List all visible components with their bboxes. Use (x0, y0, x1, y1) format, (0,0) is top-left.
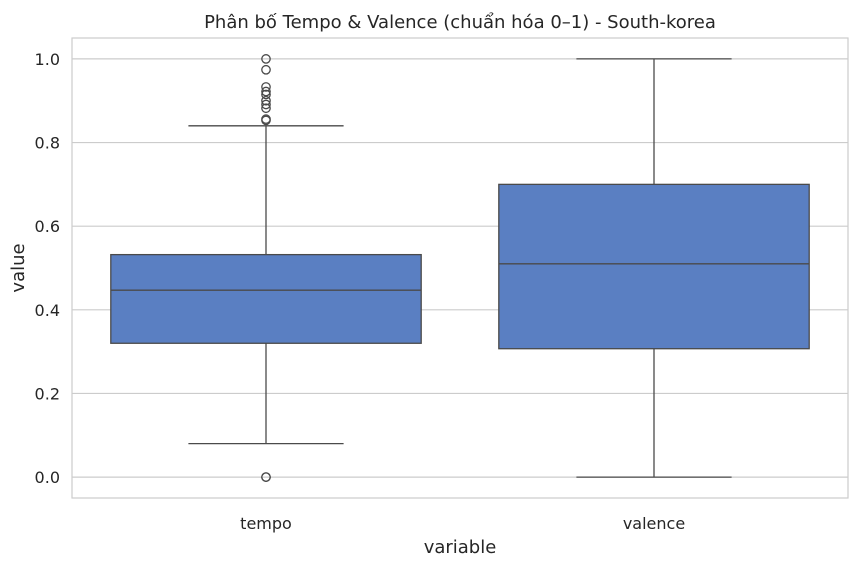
chart-title: Phân bố Tempo & Valence (chuẩn hóa 0–1) … (204, 12, 716, 33)
outlier-point (261, 64, 271, 75)
box-series (110, 54, 810, 482)
x-tick-label: tempo (240, 514, 292, 533)
outlier-point (261, 82, 271, 92)
outlier-point (261, 99, 271, 110)
outlier-point (261, 95, 271, 106)
outlier-point (261, 472, 271, 482)
outlier-point (261, 114, 271, 124)
outlier-point (261, 103, 271, 114)
y-axis-label: value (8, 243, 29, 292)
y-tick-label: 0.0 (35, 468, 60, 487)
y-tick-label: 1.0 (35, 50, 60, 69)
plot-frame (71, 37, 849, 499)
x-tick-label: valence (623, 514, 685, 533)
y-tick-labels: 0.0 0.2 0.4 0.6 0.8 1.0 (35, 50, 60, 487)
y-tick-label: 0.2 (35, 384, 60, 403)
iqr-box (110, 253, 422, 344)
x-axis-label: variable (424, 537, 497, 558)
x-tick-labels: tempo valence (240, 514, 685, 533)
box-tempo (110, 54, 422, 482)
outlier-point (261, 86, 271, 97)
y-tick-label: 0.4 (35, 301, 60, 320)
iqr-box (498, 183, 810, 350)
box-valence (498, 58, 810, 478)
outlier-point (261, 54, 271, 64)
y-tick-label: 0.8 (35, 134, 60, 153)
y-tick-label: 0.6 (35, 217, 60, 236)
outlier-point (261, 89, 271, 100)
